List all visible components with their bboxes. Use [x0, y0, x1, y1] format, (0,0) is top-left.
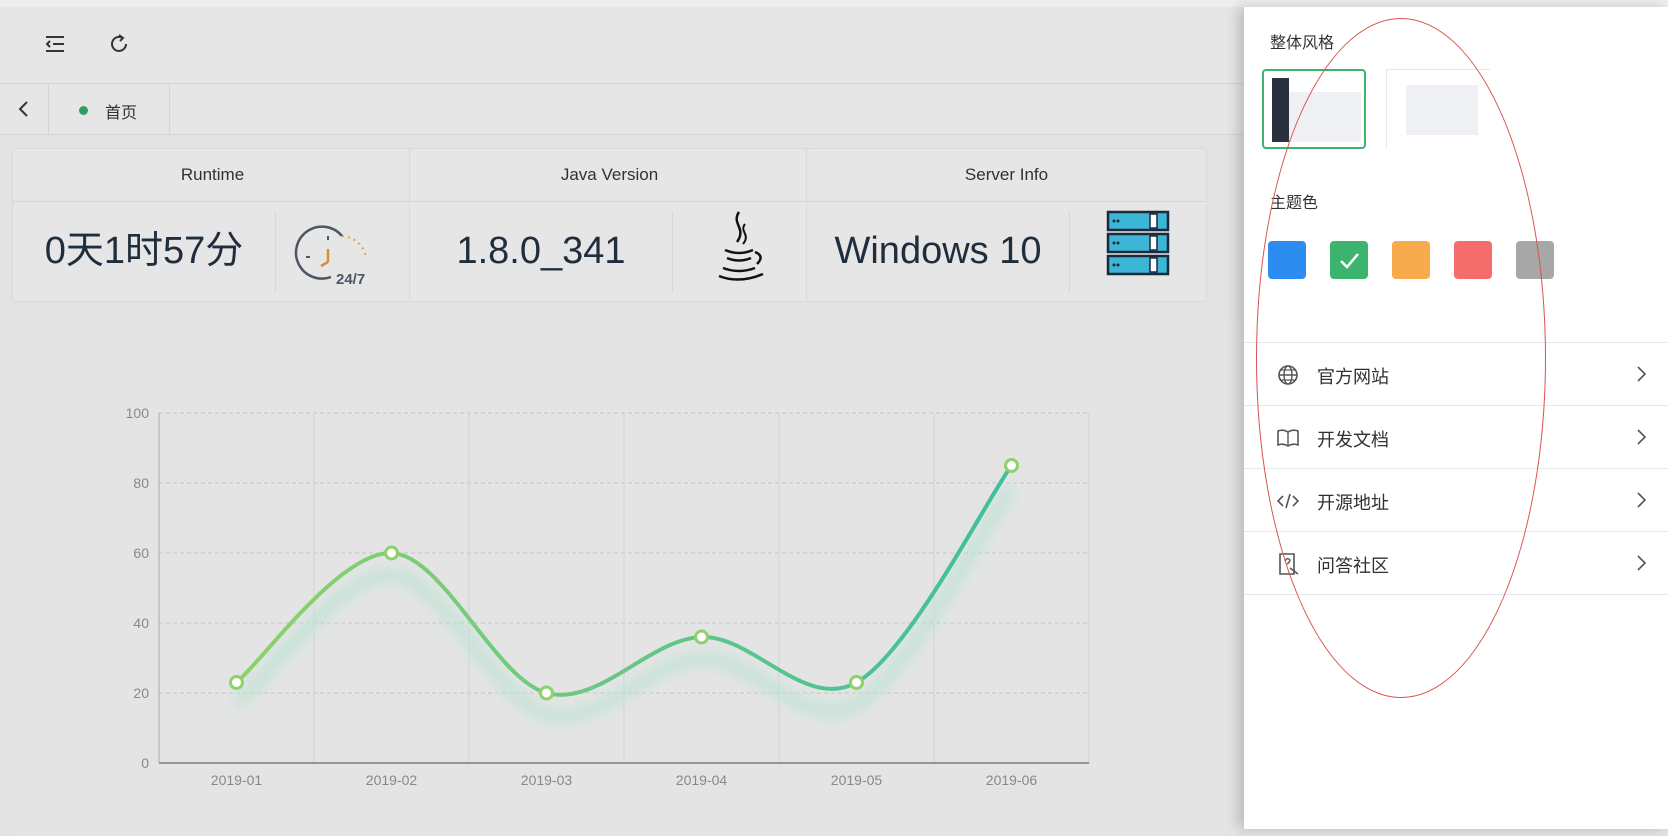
card-value: 1.8.0_341: [456, 230, 626, 272]
tab-home-label: 首页: [105, 105, 138, 122]
x-tick-label: 2019-03: [521, 772, 573, 788]
content-preview: [1406, 85, 1478, 135]
card-title: Runtime: [13, 149, 412, 202]
theme-swatch-1[interactable]: [1330, 241, 1368, 279]
card-value: 0天1时57分: [44, 230, 244, 272]
check-icon: [1340, 253, 1359, 269]
data-point[interactable]: [384, 545, 399, 561]
tab-back-button[interactable]: [0, 84, 49, 134]
code-icon: [1276, 489, 1300, 513]
y-tick-label: 60: [133, 545, 149, 561]
series-shadow: [231, 483, 1018, 724]
style-option-dark[interactable]: [1262, 69, 1366, 149]
theme-swatch-3[interactable]: [1454, 241, 1492, 279]
fold-menu-icon[interactable]: [42, 31, 68, 57]
top-header: [0, 7, 1244, 84]
server-info-card: Server Info Windows 10: [806, 148, 1207, 302]
runtime-card: Runtime 0天1时57分 24/7: [12, 148, 413, 302]
x-tick-label: 2019-01: [211, 772, 263, 788]
y-tick-label: 0: [141, 755, 149, 771]
y-tick-label: 100: [126, 405, 150, 421]
divider: [672, 211, 673, 293]
y-tick-label: 80: [133, 475, 149, 491]
chevron-left-icon: [18, 101, 28, 117]
active-dot: [79, 106, 88, 115]
x-tick-label: 2019-04: [676, 772, 728, 788]
card-value: Windows 10: [834, 230, 1042, 272]
style-option-light[interactable]: [1386, 69, 1490, 149]
y-tick-label: 40: [133, 615, 149, 631]
card-title: Server Info: [807, 149, 1206, 202]
menu-item-label: 官方网站: [1317, 367, 1389, 387]
drawer-menu-item[interactable]: 开发文档: [1244, 405, 1668, 468]
menu-item-label: 开源地址: [1317, 493, 1389, 513]
theme-swatch-4[interactable]: [1516, 241, 1554, 279]
theme-section-title: 主题色: [1270, 195, 1319, 212]
chevron-right-icon: [1634, 491, 1648, 509]
data-point[interactable]: [1004, 458, 1019, 473]
data-point[interactable]: [849, 675, 864, 690]
drawer-menu-item[interactable]: 问答社区: [1244, 531, 1668, 595]
data-point[interactable]: [229, 675, 244, 690]
data-point[interactable]: [694, 629, 709, 645]
chevron-right-icon: [1634, 365, 1648, 383]
x-tick-label: 2019-05: [831, 772, 883, 788]
question-doc-icon: [1276, 552, 1300, 576]
divider: [1069, 211, 1070, 293]
chevron-right-icon: [1634, 554, 1648, 572]
menu-item-label: 问答社区: [1317, 556, 1389, 576]
book-icon: [1276, 426, 1300, 450]
settings-drawer: 整体风格 主题色 官方网站开发文档开源地址问答社区: [1244, 7, 1668, 829]
x-tick-label: 2019-02: [366, 772, 418, 788]
series-line: [235, 464, 1014, 697]
drawer-menu-item[interactable]: 官方网站: [1244, 342, 1668, 405]
dark-sidebar-preview: [1272, 78, 1289, 142]
main-area: 首页 Runtime 0天1时57分 24/7 Java Version 1.8…: [0, 7, 1244, 836]
y-tick-label: 20: [133, 685, 149, 701]
card-title: Java Version: [410, 149, 809, 202]
menu-item-label: 开发文档: [1317, 430, 1389, 450]
theme-swatch-2[interactable]: [1392, 241, 1430, 279]
divider: [275, 211, 276, 293]
java-version-card: Java Version 1.8.0_341: [409, 148, 810, 302]
clock-label: 24/7: [336, 271, 365, 288]
server-rack-icon: [1070, 202, 1206, 301]
chart-panel: [12, 320, 1244, 836]
drawer-menu-item[interactable]: 开源地址: [1244, 468, 1668, 531]
chevron-right-icon: [1634, 428, 1648, 446]
clock-24-7-icon: 24/7: [276, 202, 412, 301]
x-tick-label: 2019-06: [986, 772, 1038, 788]
line-chart: 0 20 40 60 80 100 2019-01 2019-02 2019-03 2019-04…: [126, 405, 1090, 788]
tab-home[interactable]: 首页: [49, 84, 170, 134]
content-preview: [1289, 92, 1361, 142]
data-point[interactable]: [539, 685, 554, 701]
tab-bar: 首页: [0, 84, 1244, 135]
light-sidebar-preview: [1387, 70, 1404, 134]
globe-icon: [1276, 363, 1300, 387]
refresh-icon[interactable]: [106, 31, 132, 57]
java-icon: [673, 202, 809, 301]
style-section-title: 整体风格: [1270, 35, 1335, 52]
theme-swatch-0[interactable]: [1268, 241, 1306, 279]
